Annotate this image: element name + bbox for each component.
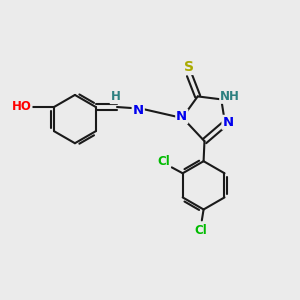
- Text: S: S: [184, 60, 194, 74]
- Text: Cl: Cl: [194, 224, 207, 238]
- Text: Cl: Cl: [157, 155, 170, 168]
- Text: N: N: [133, 104, 144, 117]
- Text: HO: HO: [12, 100, 32, 113]
- Text: N: N: [223, 116, 234, 129]
- Text: H: H: [111, 90, 121, 103]
- Text: N: N: [176, 110, 188, 123]
- Text: NH: NH: [220, 90, 240, 103]
